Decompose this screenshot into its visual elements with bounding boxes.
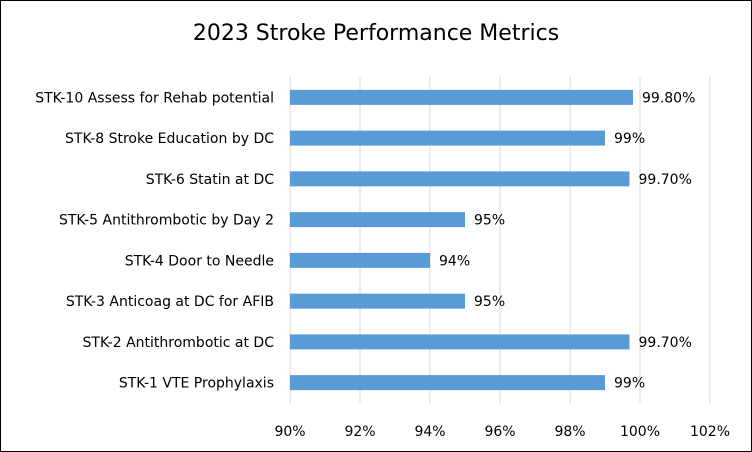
category-label-2: STK-6 Statin at DC (146, 172, 275, 188)
data-label-7: 99% (614, 376, 645, 392)
x-tick-label-6: 102% (690, 424, 730, 440)
x-tick-label-2: 94% (414, 424, 445, 440)
x-tick-label-0: 90% (274, 424, 305, 440)
x-tick-label-3: 96% (484, 424, 515, 440)
data-label-4: 94% (439, 253, 470, 269)
data-label-1: 99% (614, 131, 645, 147)
category-label-3: STK-5 Antithrombotic by Day 2 (59, 213, 274, 229)
bar-1 (290, 130, 605, 146)
chart-title: 2023 Stroke Performance Metrics (192, 21, 560, 46)
data-label-6: 99.70% (639, 335, 692, 351)
data-label-2: 99.70% (639, 172, 692, 188)
bar-3 (290, 212, 465, 228)
category-label-0: STK-10 Assess for Rehab potential (35, 90, 274, 106)
bar-0 (290, 89, 633, 105)
category-label-6: STK-2 Antithrombotic at DC (83, 335, 275, 351)
x-tick-label-5: 100% (620, 424, 660, 440)
data-label-5: 95% (474, 294, 505, 310)
category-label-1: STK-8 Stroke Education by DC (65, 131, 274, 147)
x-tick-label-4: 98% (554, 424, 585, 440)
bar-2 (290, 171, 630, 187)
bar-5 (290, 293, 465, 309)
category-label-5: STK-3 Anticoag at DC for AFIB (66, 294, 274, 310)
bar-4 (290, 252, 430, 268)
category-label-7: STK-1 VTE Prophylaxis (119, 376, 274, 392)
bar-6 (290, 334, 630, 350)
x-tick-label-1: 92% (344, 424, 375, 440)
bar-7 (290, 375, 605, 391)
data-label-3: 95% (474, 213, 505, 229)
category-label-4: STK-4 Door to Needle (125, 253, 274, 269)
data-label-0: 99.80% (642, 90, 695, 106)
